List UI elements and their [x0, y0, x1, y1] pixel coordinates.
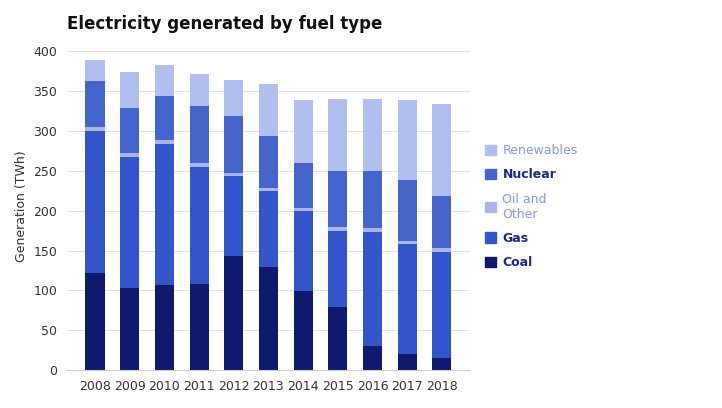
- Bar: [120, 72, 139, 108]
- Bar: [398, 354, 417, 370]
- Bar: [432, 196, 451, 248]
- Bar: [225, 115, 243, 173]
- Bar: [432, 252, 451, 358]
- Bar: [294, 163, 313, 208]
- Bar: [85, 131, 105, 273]
- Bar: [329, 171, 347, 227]
- Bar: [398, 180, 417, 241]
- Bar: [85, 127, 105, 131]
- Legend: Renewables, Nuclear, Oil and
Other, Gas, Coal: Renewables, Nuclear, Oil and Other, Gas,…: [480, 139, 583, 274]
- Bar: [398, 244, 417, 354]
- Bar: [294, 208, 313, 211]
- Bar: [225, 256, 243, 370]
- Bar: [432, 104, 451, 196]
- Bar: [225, 176, 243, 256]
- Bar: [363, 346, 382, 370]
- Bar: [259, 135, 278, 188]
- Bar: [189, 164, 209, 166]
- Text: Electricity generated by fuel type: Electricity generated by fuel type: [67, 15, 383, 33]
- Bar: [294, 211, 313, 291]
- Bar: [155, 285, 174, 370]
- Bar: [398, 241, 417, 244]
- Bar: [225, 173, 243, 176]
- Bar: [85, 60, 105, 81]
- Bar: [155, 140, 174, 144]
- Bar: [189, 166, 209, 284]
- Bar: [329, 307, 347, 370]
- Bar: [120, 108, 139, 153]
- Bar: [363, 99, 382, 171]
- Bar: [225, 80, 243, 115]
- Bar: [120, 288, 139, 370]
- Y-axis label: Generation (TWh): Generation (TWh): [15, 151, 28, 262]
- Bar: [259, 188, 278, 191]
- Bar: [432, 358, 451, 370]
- Bar: [120, 157, 139, 288]
- Bar: [259, 267, 278, 370]
- Bar: [189, 106, 209, 164]
- Bar: [155, 144, 174, 285]
- Bar: [155, 95, 174, 140]
- Bar: [363, 232, 382, 346]
- Bar: [432, 248, 451, 252]
- Bar: [294, 100, 313, 163]
- Bar: [189, 74, 209, 106]
- Bar: [329, 99, 347, 171]
- Bar: [85, 273, 105, 370]
- Bar: [363, 228, 382, 232]
- Bar: [294, 291, 313, 370]
- Bar: [259, 191, 278, 267]
- Bar: [155, 65, 174, 95]
- Bar: [329, 227, 347, 231]
- Bar: [259, 84, 278, 135]
- Bar: [398, 100, 417, 180]
- Bar: [120, 153, 139, 157]
- Bar: [189, 284, 209, 370]
- Bar: [363, 171, 382, 228]
- Bar: [85, 81, 105, 127]
- Bar: [329, 231, 347, 307]
